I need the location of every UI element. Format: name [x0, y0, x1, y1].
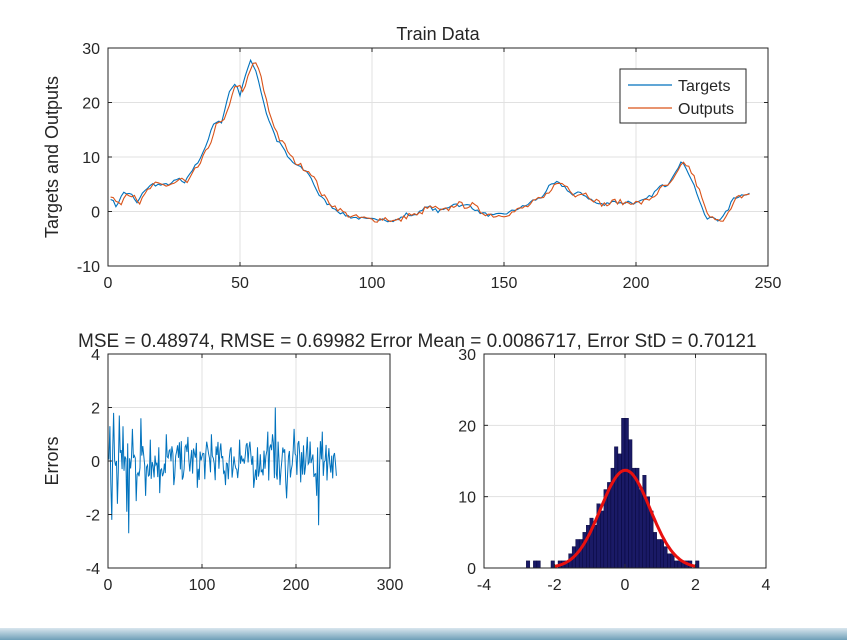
x-tick-label: 0 [104, 275, 113, 292]
histogram-bar [653, 532, 657, 569]
plot-area [108, 407, 337, 534]
histogram-bar [674, 560, 679, 569]
histogram-bar [695, 560, 700, 569]
y-tick-label: 20 [82, 96, 100, 113]
histogram-bar [600, 510, 605, 569]
x-tick-label: 300 [377, 577, 404, 594]
x-tick-label: 200 [283, 577, 310, 594]
x-tick-label: 0 [621, 577, 630, 594]
series-line-outputs [110, 62, 750, 223]
histogram-bar [550, 560, 555, 569]
y-tick-label: 2 [91, 401, 100, 418]
y-tick-label: 10 [82, 150, 100, 167]
histogram-bar [638, 489, 643, 569]
histogram-bar [536, 560, 541, 569]
histogram-bar [660, 539, 664, 569]
y-tick-label: 0 [91, 454, 100, 471]
y-tick-label: 30 [82, 41, 100, 58]
histogram-bar [614, 446, 619, 569]
x-tick-label: 4 [762, 577, 771, 594]
legend-label-targets: Targets [678, 78, 730, 95]
x-tick-label: 100 [359, 275, 386, 292]
histogram-bar [593, 525, 598, 569]
histogram-bar [663, 546, 668, 569]
y-tick-label: 0 [91, 205, 100, 222]
plot-area [110, 58, 750, 223]
y-tick-label: 0 [467, 561, 476, 578]
x-tick-label: 200 [623, 275, 650, 292]
histogram-bar [578, 539, 583, 569]
y-axis-label: Targets and Outputs [42, 76, 62, 238]
x-tick-label: 150 [491, 275, 518, 292]
histogram-bar [533, 560, 538, 569]
legend-label-outputs: Outputs [678, 101, 734, 118]
taskbar-strip [0, 628, 847, 640]
y-tick-label: 10 [458, 490, 476, 507]
histogram-bar [649, 510, 654, 569]
histogram-bar [667, 553, 672, 569]
y-tick-label: -2 [86, 508, 100, 525]
normal-fit-curve [554, 468, 696, 568]
y-tick-label: 20 [458, 418, 476, 435]
axes-3: -4 -2 0 2 4 0 10 20 30 [458, 347, 770, 594]
x-tick-label: -4 [477, 577, 491, 594]
chart-title-train: Train Data [396, 24, 480, 44]
y-tick-label: 4 [91, 347, 100, 364]
y-axis-label: Errors [42, 437, 62, 486]
x-tick-label: 250 [755, 275, 782, 292]
legend-box [619, 68, 747, 124]
histogram-bar [624, 418, 629, 569]
x-tick-label: -2 [547, 577, 561, 594]
plot-area [526, 418, 700, 569]
x-tick-label: 100 [189, 577, 216, 594]
histogram-bar [582, 532, 587, 569]
histogram-bar [621, 418, 626, 569]
axes-2: 0 100 200 300 -4 -2 0 2 4 Errors [42, 347, 403, 594]
histogram-bar [526, 560, 531, 569]
y-tick-label: 30 [458, 347, 476, 364]
series-line-errors [108, 407, 337, 534]
x-tick-label: 2 [691, 577, 700, 594]
y-tick-label: -4 [86, 561, 100, 578]
histogram-bar [631, 467, 636, 569]
y-tick-label: -10 [77, 259, 100, 276]
x-tick-label: 0 [104, 577, 113, 594]
legend: Targets Outputs [619, 68, 747, 124]
histogram-bar [628, 439, 633, 569]
chart-title-error-stats: Error Mean = 0.0086717, Error StD = 0.70… [370, 331, 757, 352]
chart-title-mse: MSE = 0.48974, RMSE = 0.69982 [78, 331, 365, 352]
histogram-bar [656, 539, 661, 569]
x-tick-label: 50 [231, 275, 249, 292]
